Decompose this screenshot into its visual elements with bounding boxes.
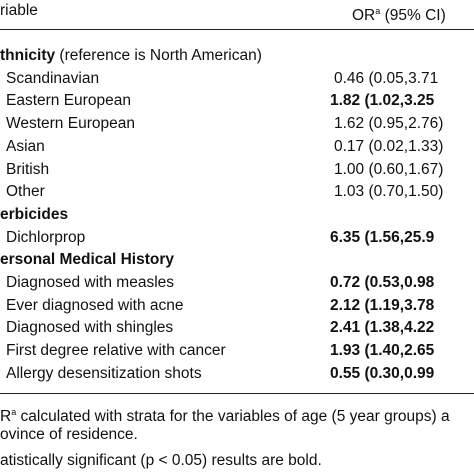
bottom-rule: [0, 393, 474, 394]
row-value: 1.62 (0.95,2.76): [334, 115, 444, 133]
row-label: Scandinavian: [6, 69, 100, 87]
header-variable: riable: [0, 2, 38, 19]
row-label: Western European: [6, 115, 135, 133]
row-value: 1.00 (0.60,1.67): [334, 160, 444, 178]
footnote: Ra calculated with strata for the variab…: [0, 402, 450, 427]
footnote-text: calculated with strata for the variables…: [16, 408, 450, 425]
header-or: ORa (95% CI): [352, 1, 446, 26]
row-value: 2.12 (1.19,3.78: [330, 296, 435, 314]
row-value: 1.93 (1.40,2.65: [330, 342, 435, 360]
section-note: (reference is North American): [55, 47, 262, 64]
row-value: 1.82 (1.02,3.25: [330, 92, 435, 110]
row-label: Allergy desensitization shots: [6, 364, 202, 382]
row-value: 0.46 (0.05,3.71: [334, 69, 439, 87]
section-title: ersonal Medical History: [0, 250, 174, 270]
row-label: Eastern European: [6, 92, 131, 110]
row-label: Diagnosed with shingles: [6, 319, 174, 337]
row-value: 0.55 (0.30,0.99: [330, 364, 435, 382]
section-title-text: erbicides: [0, 205, 69, 223]
row-label: Dichlorprop: [6, 228, 86, 246]
row-label: Diagnosed with measles: [6, 274, 175, 291]
footnote-text: R: [0, 408, 12, 425]
header-rule: [0, 29, 474, 30]
row-value: 6.35 (1.56,25.9: [330, 228, 435, 246]
section-title: erbicides: [0, 205, 68, 225]
header-or-text: OR: [352, 7, 376, 24]
header-or-sup: a: [375, 6, 381, 16]
row-value: 0.72 (0.53,0.98: [330, 274, 435, 291]
footnote: atistically significant (p < 0.05) resul…: [0, 452, 322, 469]
footnote-sup: a: [11, 407, 17, 417]
section-title-text: ersonal Medical History: [0, 251, 175, 269]
row-label: Asian: [6, 137, 45, 155]
row-value: 2.41 (1.38,4.22: [330, 319, 435, 337]
footnote: ovince of residence.: [0, 426, 138, 443]
row-label: Other: [6, 183, 45, 201]
section-title-text: thnicity: [0, 47, 56, 64]
header-or-rest: (95% CI): [380, 7, 446, 24]
row-value: 0.17 (0.02,1.33): [334, 137, 444, 155]
row-value: 1.03 (0.70,1.50): [334, 183, 444, 201]
row-label: First degree relative with cancer: [6, 342, 226, 360]
section-title: thnicity (reference is North American): [0, 46, 262, 66]
row-label: Ever diagnosed with acne: [6, 296, 184, 314]
row-label: British: [6, 160, 50, 178]
